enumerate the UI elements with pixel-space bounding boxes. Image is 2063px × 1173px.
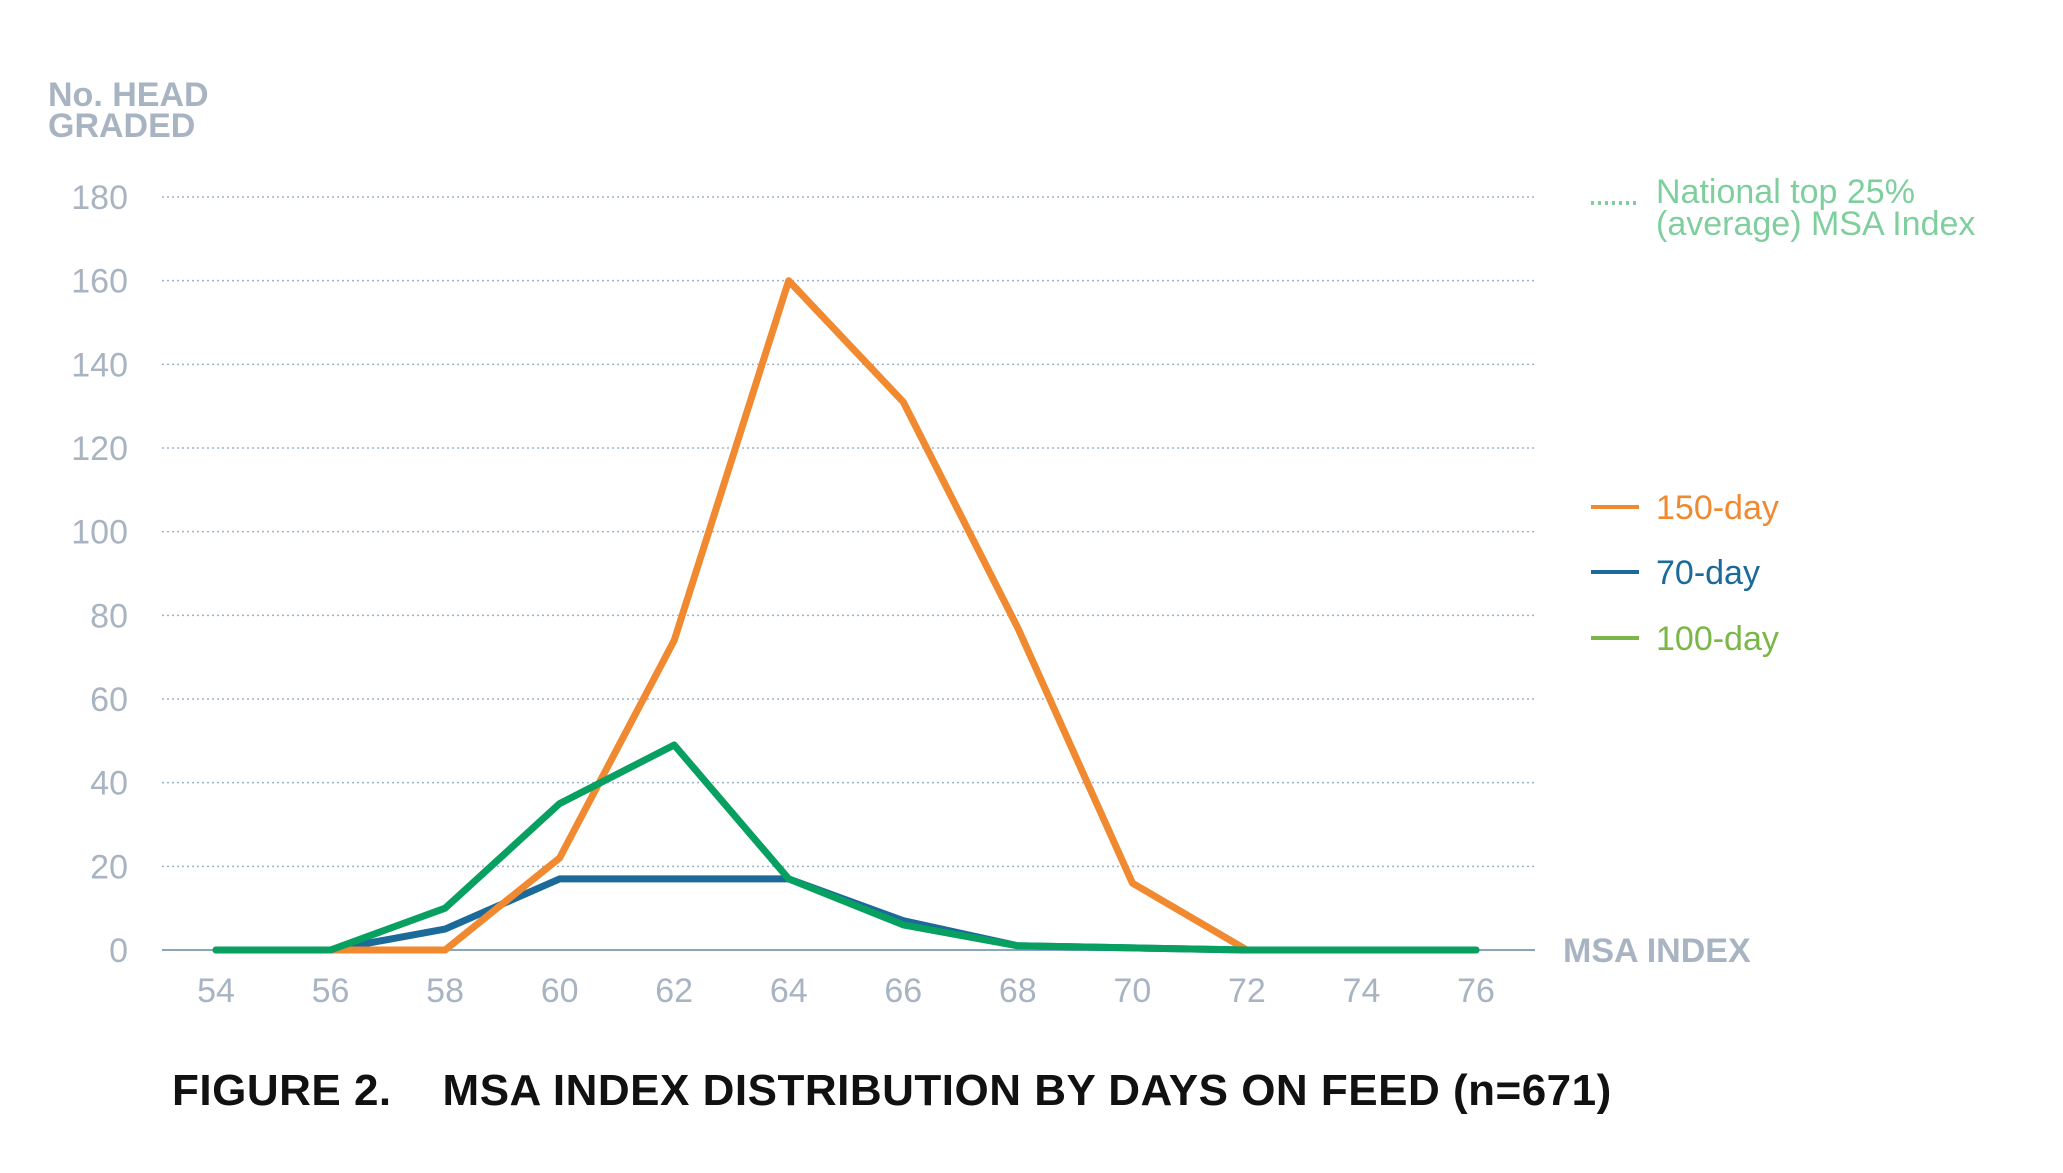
legend-reference-line2: (average) MSA Index [1656, 205, 1975, 243]
legend-label-70-day: 70-day [1656, 554, 1760, 592]
series-line-70-day [212, 875, 1480, 954]
series-line-100-day [212, 741, 1480, 954]
y-axis-title-line1: No. HEAD [48, 76, 209, 114]
x-tick-label: 58 [426, 972, 464, 1010]
y-tick-label: 20 [90, 848, 128, 886]
x-tick-label: 70 [1113, 972, 1151, 1010]
y-tick-label: 140 [71, 346, 128, 384]
x-tick-label: 60 [541, 972, 579, 1010]
y-tick-label: 80 [90, 597, 128, 635]
y-tick-labels: 0 20 40 60 80 100 120 140 160 180 [71, 179, 128, 970]
x-tick-label: 72 [1228, 972, 1266, 1010]
x-tick-labels: 54 56 58 60 62 64 66 68 70 72 74 76 [197, 972, 1495, 1010]
x-tick-label: 74 [1343, 972, 1381, 1010]
x-tick-label: 54 [197, 972, 235, 1010]
gridlines [162, 196, 1535, 868]
y-tick-label: 40 [90, 765, 128, 803]
figure-caption: FIGURE 2. MSA INDEX DISTRIBUTION BY DAYS… [172, 1066, 1612, 1115]
x-tick-label: 64 [770, 972, 808, 1010]
series-lines [212, 277, 1480, 954]
y-tick-label: 0 [109, 932, 128, 970]
legend-label-150-day: 150-day [1656, 489, 1779, 527]
y-tick-label: 160 [71, 263, 128, 301]
x-tick-label: 66 [884, 972, 922, 1010]
y-axis-title-line2: GRADED [48, 107, 195, 145]
legend-label-100-day: 100-day [1656, 620, 1779, 658]
x-tick-label: 68 [999, 972, 1037, 1010]
x-tick-label: 56 [312, 972, 350, 1010]
x-tick-label: 62 [655, 972, 693, 1010]
legend-entries: 150-day 70-day 100-day [1591, 489, 1779, 658]
legend-reference-line1: National top 25% [1656, 173, 1915, 211]
y-tick-label: 60 [90, 681, 128, 719]
y-tick-label: 120 [71, 430, 128, 468]
y-tick-label: 100 [71, 514, 128, 552]
x-tick-label: 76 [1457, 972, 1495, 1010]
y-tick-label: 180 [71, 179, 128, 217]
legend: National top 25% (average) MSA Index 150… [1591, 173, 1975, 658]
x-axis-title: MSA INDEX [1563, 932, 1751, 970]
